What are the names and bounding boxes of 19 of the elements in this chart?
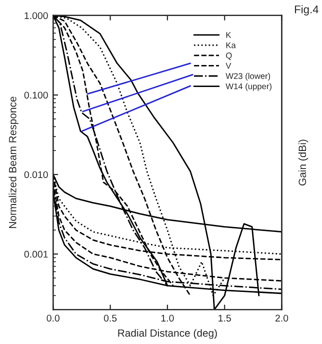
y-tick-label: 1.000 bbox=[24, 12, 48, 20]
legend-label: W23 (lower) bbox=[226, 72, 270, 81]
x-tick-label: 0.0 bbox=[46, 314, 60, 322]
caption: Fig.4 bbox=[294, 5, 318, 16]
x-tick-label: 2.0 bbox=[275, 314, 288, 322]
y-axis-title: Normalized Beam Responce bbox=[8, 96, 18, 228]
legend-label: K bbox=[226, 32, 232, 38]
x-tick-label: 1.5 bbox=[218, 314, 231, 322]
legend-label: Q bbox=[226, 52, 232, 60]
y-tick-label: 0.100 bbox=[24, 92, 48, 99]
y-tick-label: 0.001 bbox=[24, 250, 48, 258]
x-axis-title: Radial Distance (deg) bbox=[118, 329, 217, 339]
legend-label: V bbox=[226, 62, 232, 69]
y-tick-label: 0.010 bbox=[24, 171, 48, 178]
legend-label: Ka bbox=[226, 42, 236, 48]
x-tick-label: 0.5 bbox=[104, 314, 117, 322]
x-tick-label: 1.0 bbox=[161, 314, 174, 322]
y2-axis-title: Gain (dBi) bbox=[298, 140, 308, 186]
legend-label: W14 (upper) bbox=[226, 83, 272, 91]
